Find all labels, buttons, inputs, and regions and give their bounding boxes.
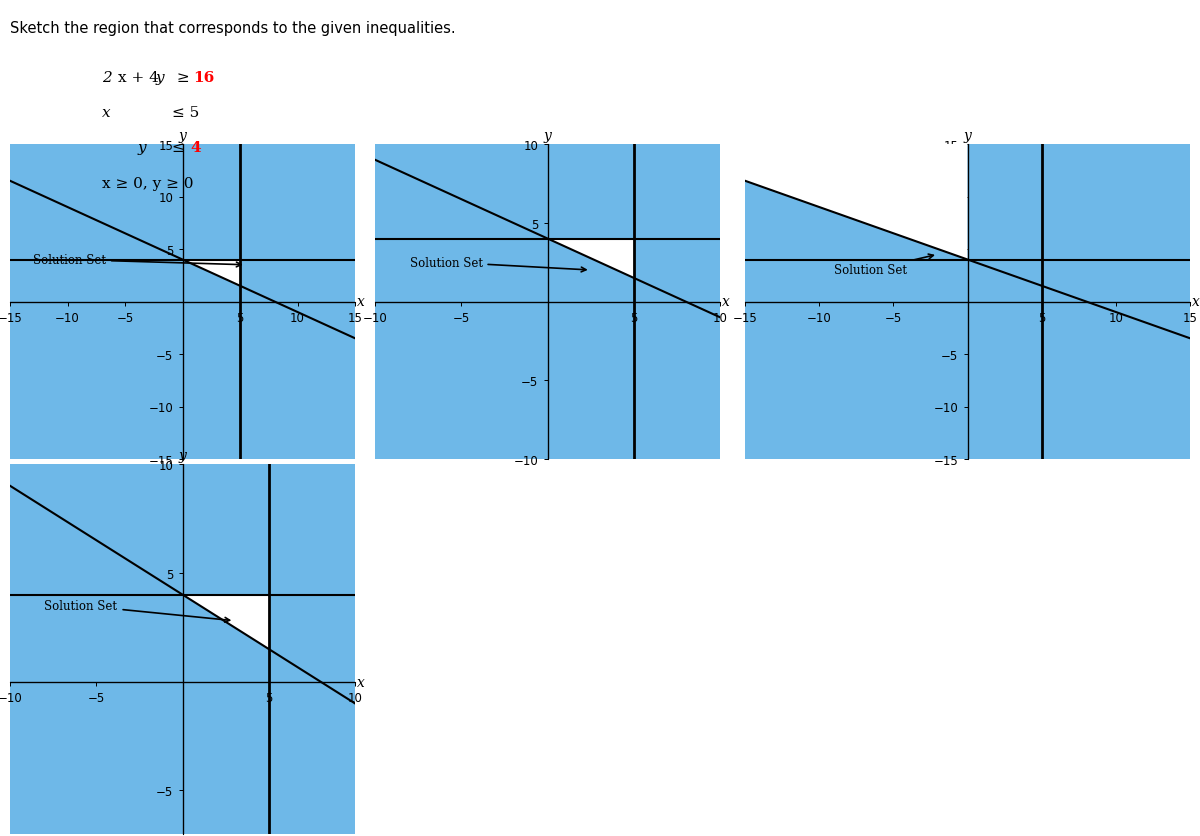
Polygon shape [547, 239, 634, 278]
Text: x: x [102, 106, 110, 120]
Text: x: x [721, 295, 730, 309]
Text: y: y [179, 448, 186, 462]
Text: x ≥ 0, y ≥ 0: x ≥ 0, y ≥ 0 [102, 176, 193, 191]
Text: y: y [179, 130, 186, 143]
Text: ≤: ≤ [172, 141, 190, 155]
Text: Solution Set: Solution Set [834, 255, 934, 278]
Polygon shape [745, 145, 967, 260]
Text: y: y [138, 141, 146, 155]
Text: ≤ 5: ≤ 5 [172, 106, 199, 120]
Text: y: y [544, 130, 552, 143]
Text: Solution Set: Solution Set [34, 253, 241, 268]
Text: x: x [1193, 295, 1200, 309]
Text: 2: 2 [102, 71, 112, 85]
Text: 4: 4 [191, 141, 202, 155]
Text: y: y [964, 130, 972, 143]
Text: 16: 16 [193, 71, 215, 85]
Text: x + 4: x + 4 [118, 71, 158, 85]
Text: x: x [356, 675, 365, 689]
Text: ≥: ≥ [172, 71, 194, 85]
Polygon shape [182, 595, 269, 650]
Text: Sketch the region that corresponds to the given inequalities.: Sketch the region that corresponds to th… [10, 21, 455, 36]
Polygon shape [182, 260, 240, 287]
Text: x: x [356, 295, 365, 309]
Text: Solution Set: Solution Set [409, 257, 586, 273]
Text: Solution Set: Solution Set [44, 599, 229, 622]
Text: y: y [156, 71, 164, 85]
